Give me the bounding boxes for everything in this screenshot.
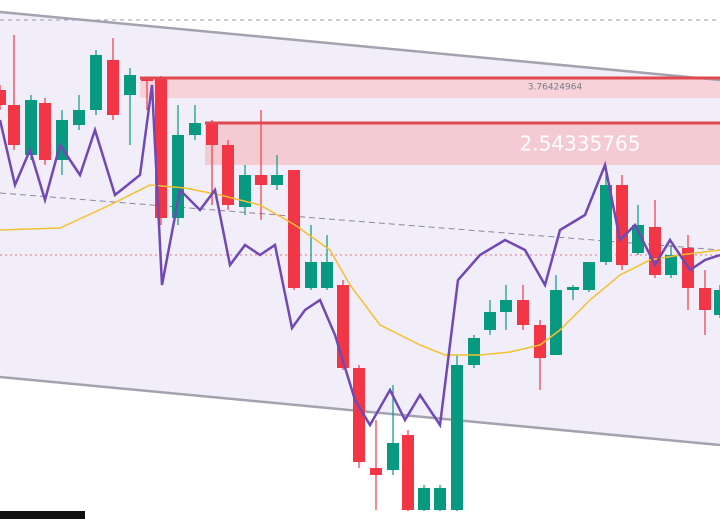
candle-body [124,75,136,95]
zone-upper [140,78,720,98]
candle-body [632,225,644,253]
candle-body [206,123,218,145]
zone-label: 3.76424964 [528,83,583,93]
candle-body [665,255,677,275]
candle-body [500,300,512,312]
candle-body [714,290,720,315]
candle-body [600,185,612,262]
candle-body [73,110,85,125]
candle-body [25,100,37,155]
candle-body [550,290,562,355]
candle-body [699,288,711,310]
candle-body [305,262,317,288]
candle-body [239,175,251,207]
candle-body [90,55,102,110]
candle-body [517,300,529,325]
candle-body [39,103,51,160]
candle-body [0,90,6,105]
candle-body [172,135,184,218]
candle-body [418,488,430,510]
toolbar-edge [0,511,85,519]
candle-body [337,285,349,368]
candle-body [402,435,414,510]
candle-body [271,175,283,185]
candle-body [353,368,365,462]
price-line [0,84,720,429]
candle-body [534,325,546,358]
candle-body [583,262,595,290]
candle-body [484,312,496,330]
candle-body [189,123,201,135]
candle-body [468,338,480,365]
candle-body [451,365,463,510]
moving-average [0,184,720,356]
candle-body [288,170,300,288]
channel-top [0,10,720,82]
candle-body [616,185,628,265]
zone-lower [205,123,720,165]
candle-body [321,262,333,288]
candle-body [222,145,234,205]
candles [0,35,720,511]
candle-body [107,60,119,115]
candle-body [649,227,661,275]
candle-body [434,488,446,510]
candle-body [387,443,399,470]
zone-label: 2.54335765 [520,132,641,156]
candle-body [255,175,267,185]
candle-body [8,105,20,145]
candle-body [567,287,579,290]
candle-body [370,468,382,475]
